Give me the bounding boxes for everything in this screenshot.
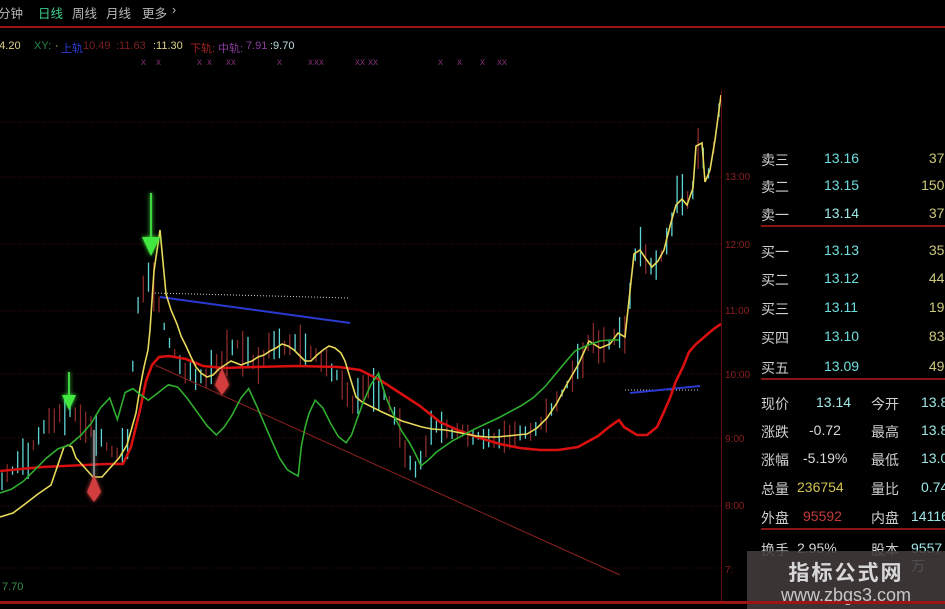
svg-text:7.70: 7.70 bbox=[2, 581, 23, 593]
